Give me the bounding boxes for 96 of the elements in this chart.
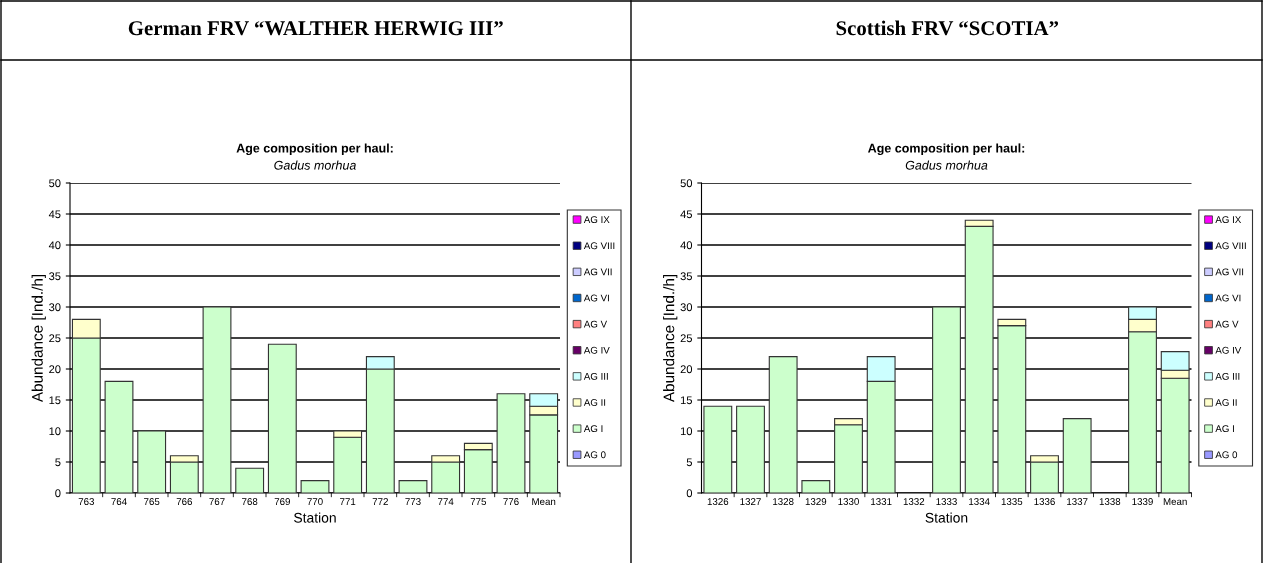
- bar: [104, 380, 134, 493]
- bar: [932, 306, 961, 493]
- chart-title: Age composition per haul:: [236, 143, 393, 156]
- x-tick-label: 1337: [1067, 498, 1088, 505]
- x-tick-label: 776: [503, 498, 519, 505]
- bar: [137, 430, 167, 493]
- x-tick-label: Mean: [532, 498, 556, 505]
- y-tick-label: 50: [680, 179, 693, 188]
- legend-label: AG IV: [583, 346, 610, 354]
- x-tick-label: 766: [176, 498, 193, 505]
- x-tick-label: 1332: [903, 498, 925, 505]
- x-tick-label: 765: [144, 498, 160, 505]
- bar: [768, 356, 798, 493]
- x-tick-label: 774: [438, 498, 454, 505]
- y-tick-label: 40: [48, 241, 61, 250]
- bar: [398, 480, 428, 493]
- x-tick-label: 772: [372, 498, 388, 505]
- y-tick-label: 45: [680, 210, 693, 219]
- y-tick-label: 35: [680, 272, 693, 281]
- y-tick-label: 40: [680, 241, 693, 250]
- chart-subtitle: Gadus morhua: [905, 160, 988, 170]
- y-tick-label: 5: [686, 458, 693, 467]
- x-tick-label: 1338: [1099, 498, 1121, 505]
- x-tick-label: 773: [405, 498, 421, 505]
- legend-label: AG VI: [583, 294, 609, 302]
- x-tick-label: 1330: [838, 498, 859, 505]
- y-tick-label: 30: [49, 303, 61, 312]
- bar: [1062, 418, 1092, 493]
- legend-label: AG IX: [583, 216, 610, 224]
- x-tick-label: 771: [340, 498, 356, 505]
- y-tick-label: 10: [680, 427, 693, 436]
- y-axis-title: Abundance [Ind./h]: [31, 274, 46, 403]
- x-tick-label: 769: [274, 498, 290, 505]
- bar: [703, 405, 733, 493]
- legend-label: AG VII: [1215, 268, 1244, 276]
- text: German FRV “WALTHER HERWIG III”: [128, 21, 503, 36]
- legend-label: AG II: [1215, 399, 1237, 406]
- y-tick-label: 35: [49, 272, 61, 281]
- legend-label: AG VIII: [583, 242, 615, 250]
- legend-label: AG III: [583, 372, 608, 380]
- legend-label: AG 0: [1215, 451, 1238, 459]
- x-tick-label: 1327: [740, 498, 761, 505]
- x-tick-label: 764: [111, 498, 127, 505]
- bar: [736, 405, 765, 493]
- bar: [267, 343, 297, 493]
- legend-label: AG I: [1215, 425, 1234, 433]
- legend-label: AG IV: [1215, 346, 1242, 354]
- y-tick-label: 5: [55, 458, 61, 467]
- y-tick-label: 0: [55, 489, 61, 498]
- x-tick-label: 767: [209, 498, 225, 505]
- bar: [496, 393, 526, 493]
- x-tick-label: 1326: [707, 498, 729, 505]
- text: Scottish FRV “SCOTIA”: [836, 20, 1059, 36]
- legend-label: AG V: [583, 320, 608, 328]
- x-tick-label: 1335: [1001, 498, 1023, 505]
- x-axis-title: Station: [925, 512, 968, 523]
- bar: [235, 467, 265, 493]
- bar: [801, 480, 831, 493]
- x-tick-label: 1339: [1132, 498, 1153, 505]
- legend-label: AG III: [1215, 372, 1240, 380]
- y-tick-label: 50: [49, 179, 61, 188]
- legend-label: AG II: [583, 399, 606, 406]
- x-tick-label: 1328: [773, 498, 794, 505]
- x-tick-label: 1333: [936, 498, 957, 505]
- bar: [300, 480, 330, 493]
- x-tick-label: Mean: [1163, 498, 1187, 505]
- y-tick-label: 20: [49, 365, 61, 374]
- y-tick-label: 0: [686, 489, 693, 498]
- y-tick-label: 10: [49, 427, 61, 436]
- y-axis-title: Abundance [Ind./h]: [663, 274, 678, 403]
- legend-label: AG V: [1215, 320, 1239, 328]
- legend-label: AG 0: [583, 451, 606, 459]
- y-tick-label: 15: [49, 396, 61, 405]
- y-tick-label: 25: [680, 334, 693, 343]
- y-tick-label: 30: [680, 303, 693, 312]
- y-tick-label: 20: [680, 365, 693, 374]
- x-tick-label: 1334: [969, 498, 990, 505]
- x-tick-label: 1336: [1034, 498, 1055, 505]
- x-axis-title: Station: [294, 512, 336, 523]
- x-tick-label: 1329: [805, 498, 827, 505]
- y-tick-label: 25: [49, 334, 61, 343]
- bar: [202, 306, 232, 493]
- x-tick-label: 768: [242, 498, 258, 505]
- x-tick-label: 770: [307, 498, 323, 505]
- legend-label: AG VII: [583, 268, 612, 276]
- x-tick-label: 763: [78, 498, 95, 505]
- y-tick-label: 15: [680, 396, 693, 405]
- chart-title: Age composition per haul:: [867, 143, 1025, 156]
- legend-label: AG IX: [1215, 216, 1242, 224]
- x-tick-label: 775: [470, 498, 487, 505]
- legend-label: AG VI: [1215, 294, 1241, 302]
- y-tick-label: 45: [48, 210, 61, 219]
- legend-label: AG VIII: [1215, 242, 1246, 250]
- x-tick-label: 1331: [871, 498, 892, 505]
- chart-subtitle: Gadus morhua: [274, 160, 356, 170]
- legend-label: AG I: [583, 425, 603, 433]
